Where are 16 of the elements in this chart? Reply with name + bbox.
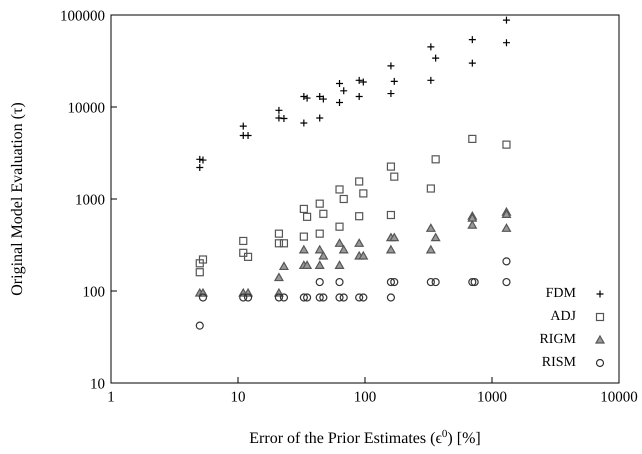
legend-label: FDM	[546, 286, 576, 302]
x-tick-label: 1000	[477, 390, 507, 406]
y-tick-label: 100	[82, 284, 105, 300]
x-tick-label: 1	[107, 390, 115, 406]
y-tick-label: 10000	[68, 100, 105, 116]
x-axis-title: Error of the Prior Estimates (ϵ$^{0}$) [%]	[249, 428, 481, 447]
y-tick-label: 1000	[75, 192, 105, 208]
legend-label: ADJ	[550, 308, 576, 324]
x-tick-label: 10	[230, 390, 246, 406]
y-axis-title: Original Model Evaluation (τ)	[9, 102, 26, 296]
y-tick-label: 100000	[60, 8, 105, 24]
y-tick-label: 10	[90, 376, 105, 392]
legend-label: RIGM	[539, 332, 576, 348]
x-tick-label: 10000	[600, 390, 638, 406]
legend-label: RISM	[542, 354, 576, 370]
x-tick-label: 100	[354, 390, 376, 406]
